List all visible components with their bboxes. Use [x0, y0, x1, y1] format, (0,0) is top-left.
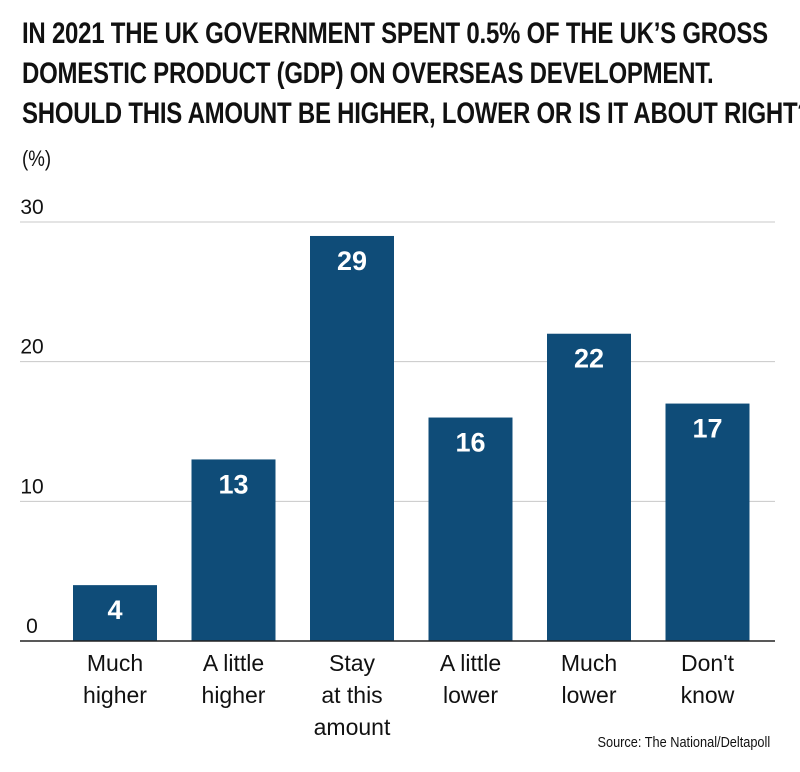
- bar-1: [191, 459, 276, 641]
- category-label-3-line-1: lower: [443, 682, 498, 708]
- bar-value-label-3: 16: [455, 428, 485, 458]
- y-tick-label-10: 10: [20, 475, 43, 498]
- bar-2: [310, 235, 394, 641]
- bar-value-label-2: 29: [337, 246, 367, 276]
- category-label-2-line-1: at this: [321, 682, 382, 708]
- category-label-5-line-1: know: [681, 682, 735, 708]
- bar-value-label-4: 22: [574, 344, 604, 374]
- category-label-3-line-0: A little: [440, 650, 501, 676]
- category-label-5-line-0: Don't: [681, 650, 735, 676]
- bar-value-label-1: 13: [218, 469, 248, 499]
- chart-title-line-2: DOMESTIC PRODUCT (GDP) ON OVERSEAS DEVEL…: [22, 57, 714, 90]
- bar-0: [73, 585, 157, 641]
- y-tick-label-20: 20: [20, 336, 43, 359]
- category-label-0-line-1: higher: [83, 682, 147, 708]
- bar-4: [547, 333, 631, 641]
- category-label-4-line-1: lower: [562, 682, 617, 708]
- bar-value-label-0: 4: [107, 595, 122, 625]
- category-label-2-line-0: Stay: [329, 650, 376, 676]
- y-tick-label-30: 30: [20, 196, 43, 219]
- unit-label: (%): [22, 146, 52, 171]
- bar-5: [665, 403, 750, 641]
- bar-3: [428, 417, 513, 641]
- category-label-1-line-1: higher: [202, 682, 266, 708]
- category-label-1-line-0: A little: [203, 650, 264, 676]
- category-label-0-line-0: Much: [87, 650, 143, 676]
- y-tick-label-0: 0: [26, 615, 38, 638]
- category-label-4-line-0: Much: [561, 650, 617, 676]
- bar-value-label-5: 17: [692, 414, 722, 444]
- category-label-2-line-2: amount: [314, 714, 391, 740]
- source-note: Source: The National/Deltapoll: [597, 734, 770, 751]
